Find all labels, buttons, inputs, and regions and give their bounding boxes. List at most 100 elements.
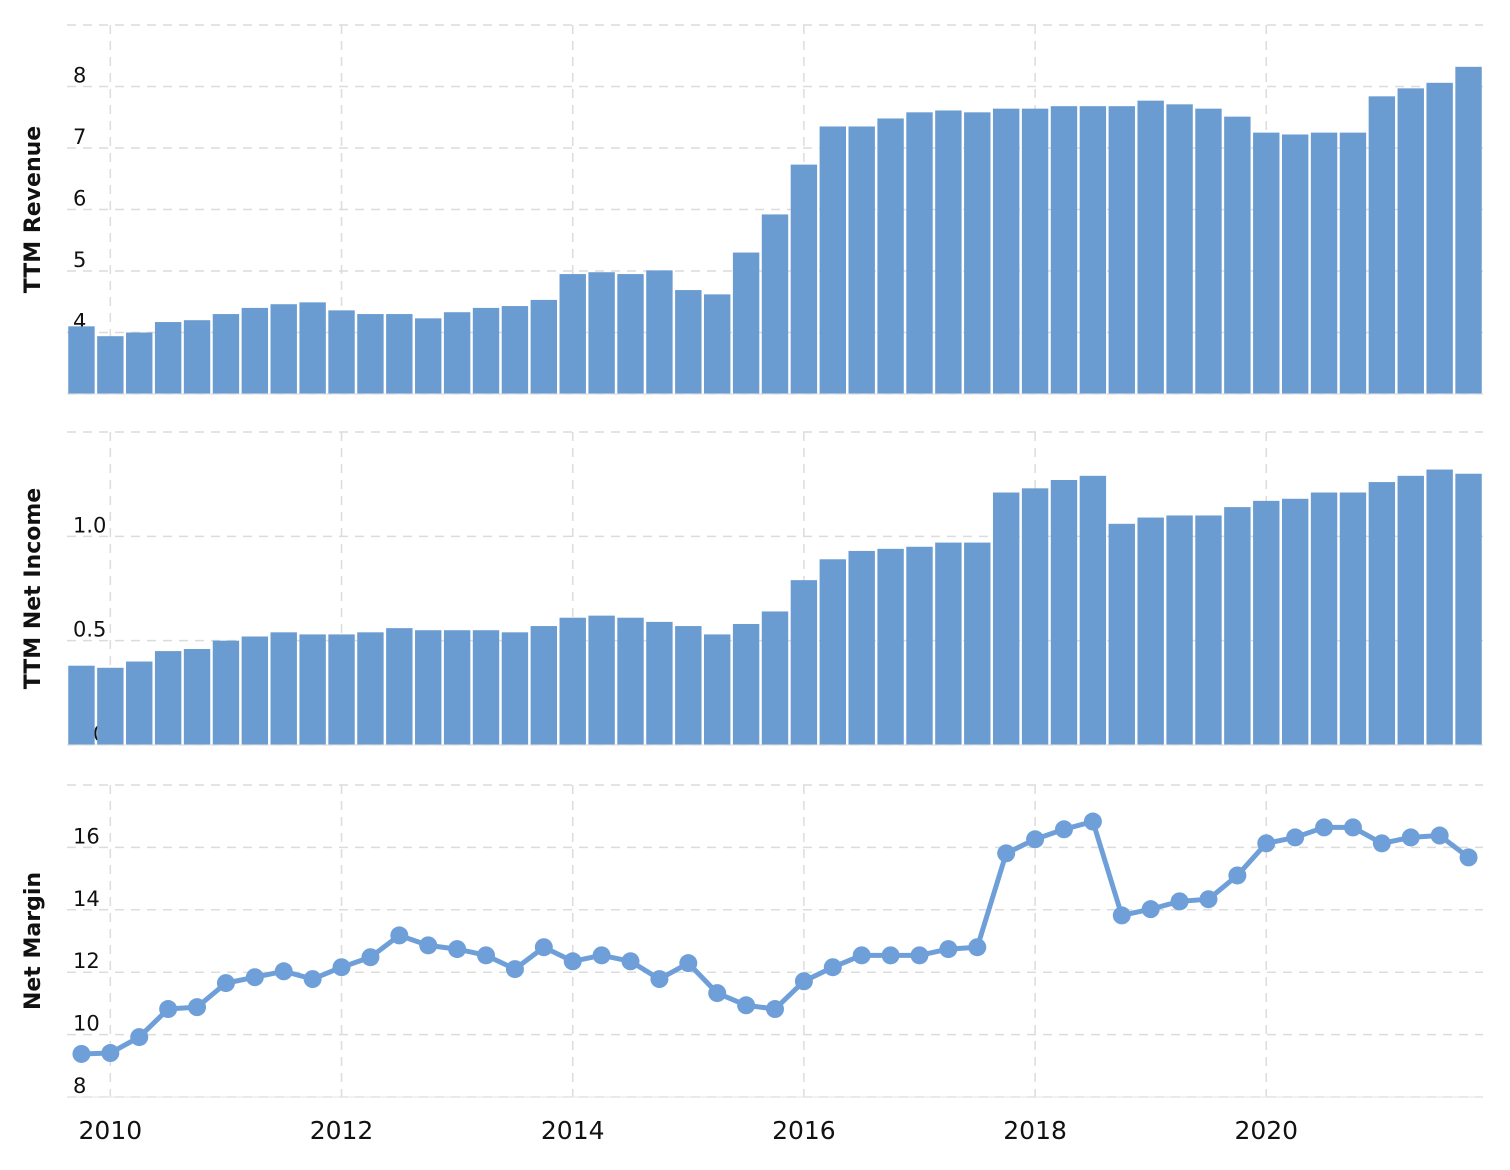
bar	[443, 630, 471, 745]
bar	[1137, 100, 1164, 395]
bar	[761, 611, 789, 745]
point	[101, 1044, 120, 1063]
bar	[559, 274, 586, 394]
bar	[501, 306, 529, 394]
bar	[386, 314, 413, 394]
point	[534, 938, 553, 957]
point	[1401, 828, 1420, 847]
x-tick-label: 2018	[1003, 1116, 1067, 1145]
bar	[443, 312, 471, 394]
bar	[819, 559, 846, 745]
point	[419, 936, 438, 955]
point	[1112, 906, 1131, 925]
bar	[472, 630, 500, 745]
bar	[906, 546, 933, 745]
point	[1459, 848, 1478, 867]
x-tick-label: 2020	[1234, 1116, 1298, 1145]
bar	[386, 628, 413, 745]
bar	[1224, 507, 1251, 745]
bar	[848, 550, 875, 745]
point	[1315, 818, 1334, 837]
bar	[68, 665, 95, 745]
line	[81, 819, 1471, 1057]
bar	[935, 110, 962, 395]
bar	[1281, 498, 1309, 745]
bar	[675, 626, 702, 745]
point	[332, 958, 351, 977]
bar	[819, 126, 846, 394]
bar	[761, 214, 789, 394]
y-tick-label: 0.5	[73, 618, 106, 642]
x-tick-label: 2016	[772, 1116, 836, 1145]
point	[477, 946, 496, 965]
point	[1257, 834, 1276, 853]
point	[881, 946, 900, 965]
bar	[1166, 515, 1193, 745]
bar	[964, 542, 991, 745]
point	[390, 926, 409, 945]
bar	[1426, 82, 1453, 394]
bar	[1108, 106, 1135, 395]
y-tick-label: 5	[73, 248, 86, 272]
point	[968, 938, 987, 957]
point	[910, 946, 929, 965]
y-tick-label: 10	[73, 1012, 100, 1036]
bar	[646, 621, 673, 745]
bar	[1050, 479, 1078, 745]
bar	[1253, 500, 1280, 745]
point	[216, 974, 235, 993]
bar	[790, 164, 818, 394]
x-tick-label: 2012	[310, 1116, 374, 1145]
point	[1372, 834, 1391, 853]
bar	[704, 294, 731, 394]
bar	[154, 322, 182, 394]
bar	[732, 623, 760, 745]
x-tick-label: 2010	[79, 1116, 143, 1145]
bar	[848, 126, 875, 394]
bar	[704, 634, 731, 745]
point	[1141, 900, 1160, 919]
bar	[1310, 132, 1338, 394]
point	[737, 996, 756, 1015]
y-tick-label: 14	[73, 887, 100, 911]
bar	[877, 118, 904, 394]
bar	[1281, 134, 1309, 394]
bar	[472, 307, 500, 394]
point	[361, 948, 380, 967]
point	[679, 954, 698, 973]
bar	[328, 634, 355, 745]
point	[997, 844, 1016, 863]
bar	[212, 640, 240, 745]
point	[72, 1044, 91, 1063]
point	[245, 968, 264, 987]
bar	[1310, 492, 1338, 745]
point	[1228, 866, 1247, 885]
bar	[935, 542, 962, 745]
point	[1170, 892, 1189, 911]
bar	[415, 630, 442, 745]
point	[563, 952, 582, 971]
x-tick-label: 2014	[541, 1116, 605, 1145]
point	[448, 940, 467, 959]
point	[130, 1028, 149, 1047]
bar	[1166, 104, 1193, 395]
y-tick-label: 8	[73, 64, 86, 88]
point	[1083, 812, 1102, 831]
bar	[1253, 132, 1280, 394]
point	[1026, 830, 1045, 849]
y-tick-label: 7	[73, 125, 86, 149]
bar	[241, 636, 269, 745]
bar	[559, 617, 586, 745]
bar	[1195, 515, 1222, 745]
bar	[270, 632, 297, 745]
bar	[588, 272, 615, 394]
bar	[357, 314, 384, 394]
point	[852, 946, 871, 965]
bar	[1050, 106, 1078, 395]
bar	[1339, 492, 1367, 745]
bar	[126, 332, 153, 394]
bar	[1108, 523, 1135, 745]
bar	[328, 310, 355, 394]
bar	[126, 661, 153, 745]
